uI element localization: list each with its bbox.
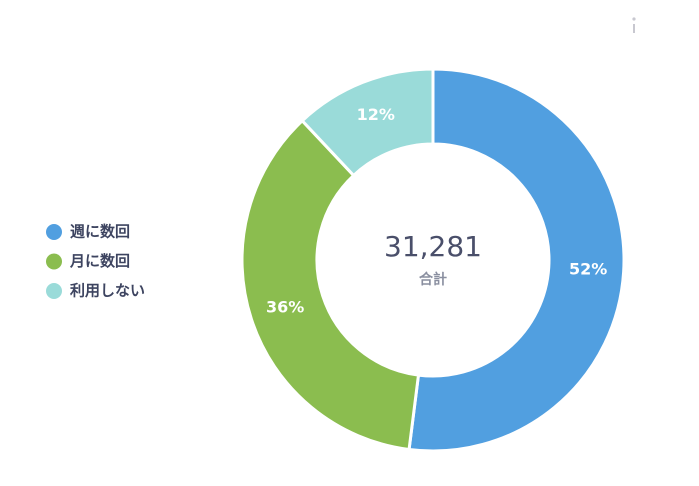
legend-label: 月に数回 (69, 252, 130, 270)
slice-label: 12% (357, 105, 395, 124)
slice (240, 118, 421, 452)
legend-marker (46, 283, 62, 299)
total-value: 31,281 (384, 230, 482, 263)
legend-marker (46, 253, 62, 270)
slice (407, 67, 626, 453)
info-dot (632, 17, 636, 21)
slice-label: 52% (569, 259, 607, 278)
total-label: 合計 (419, 271, 447, 288)
legend-label: 利用しない (70, 282, 145, 300)
legend-marker (46, 224, 62, 240)
legend-label: 週に数回 (70, 223, 130, 241)
info-icon[interactable] (632, 17, 636, 33)
slice (300, 67, 435, 178)
slice-label: 36% (266, 298, 304, 317)
